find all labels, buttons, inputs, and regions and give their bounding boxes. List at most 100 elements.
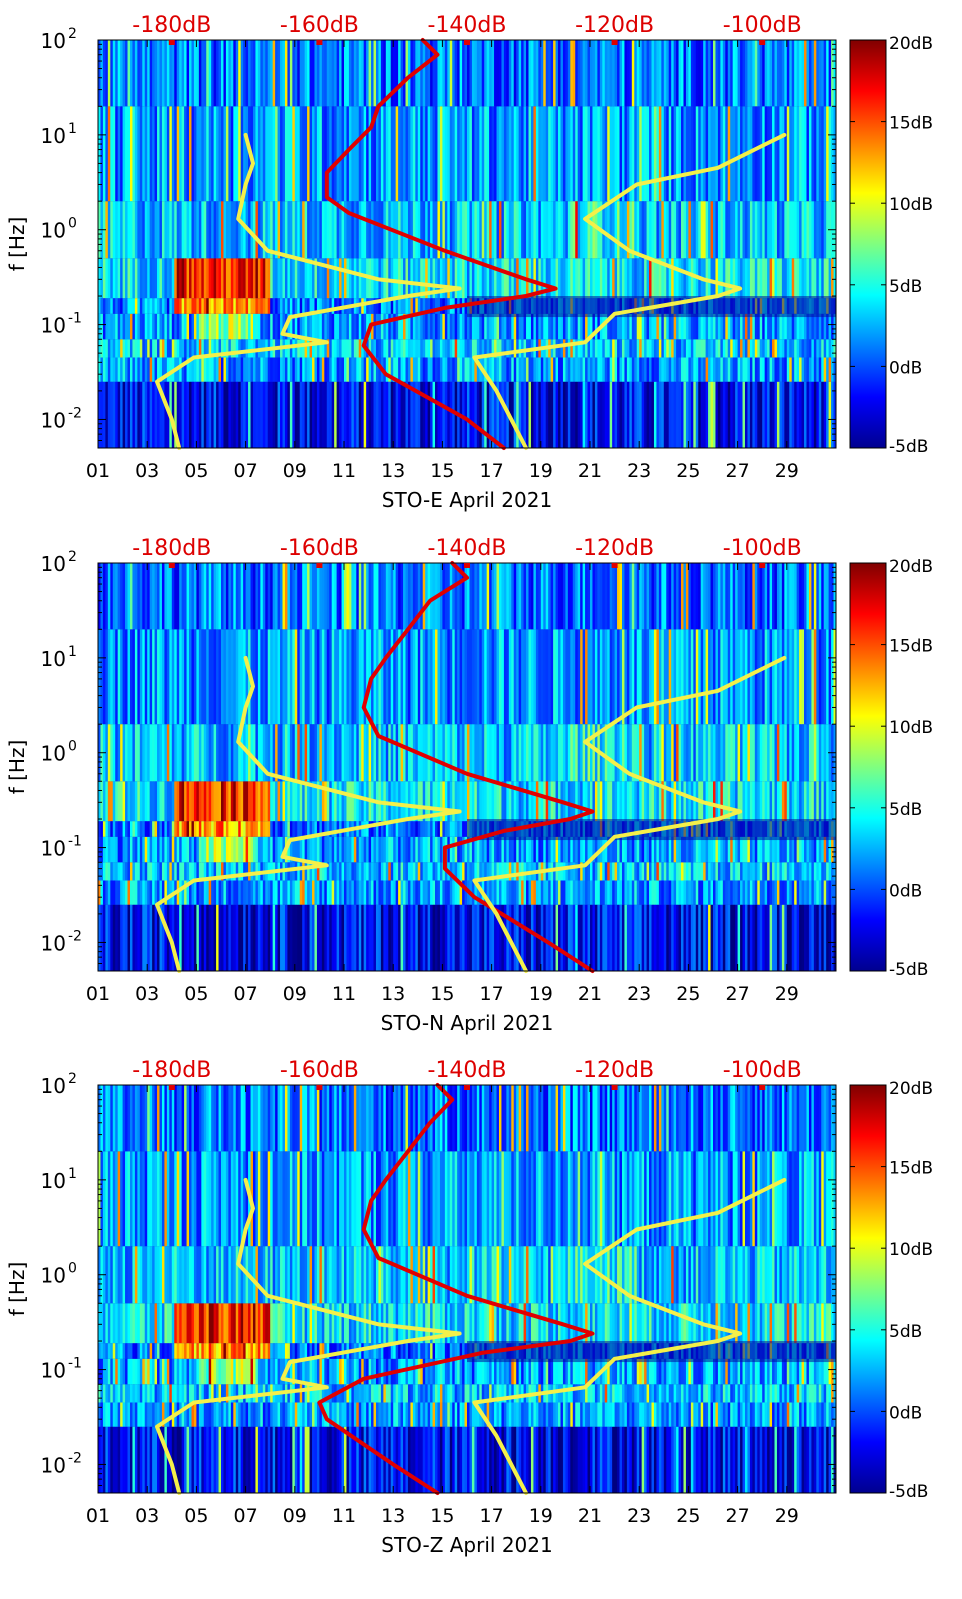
colorbar-tick-label: 15dB [889, 114, 933, 134]
y-tick-exponent: -2 [68, 928, 82, 944]
x-tick-label: 13 [381, 983, 405, 1005]
top-axis-db-label: -120dB [575, 1058, 654, 1083]
x-tick-label: 25 [676, 1505, 700, 1527]
x-tick-label: 29 [775, 460, 799, 482]
reference-curve-yellow-2 [472, 1177, 787, 1495]
colorbar-tick-label: 10dB [889, 718, 933, 738]
colorbar-tick-label: 0dB [889, 358, 922, 378]
y-tick-label: 10 [41, 314, 66, 338]
top-axis-db-label: -100dB [723, 13, 802, 38]
y-tick-label: 10 [41, 837, 66, 861]
x-tick-label: 15 [430, 983, 454, 1005]
x-tick-label: 07 [234, 1505, 258, 1527]
reference-curve-yellow-1 [155, 132, 462, 450]
reference-curve-red [317, 1083, 595, 1495]
y-tick-exponent: -2 [68, 405, 82, 421]
x-tick-label: 15 [430, 1505, 454, 1527]
y-tick-exponent: -1 [68, 311, 82, 327]
colorbar-tick-label: 15dB [889, 637, 933, 657]
y-tick-label: 10 [41, 1453, 66, 1477]
x-tick-label: 05 [184, 460, 208, 482]
x-tick-label: 21 [578, 460, 602, 482]
y-tick-label: 10 [41, 29, 66, 53]
y-tick-label: 10 [41, 1074, 66, 1098]
x-tick-label: 13 [381, 1505, 405, 1527]
y-tick-label: 10 [41, 931, 66, 955]
top-axis-db-label: -100dB [723, 1058, 802, 1083]
colorbar-tick-label: 0dB [889, 1403, 922, 1423]
y-tick-exponent: 2 [68, 549, 77, 565]
colorbar-tick-label: 5dB [889, 277, 922, 297]
x-tick-label: 25 [676, 460, 700, 482]
colorbar: 20dB 15dB 10dB 5dB 0dB -5dB [849, 1079, 933, 1502]
y-tick-label: 10 [41, 742, 66, 766]
top-axis-db-label: -180dB [132, 13, 211, 38]
x-tick-label: 29 [775, 1505, 799, 1527]
x-tick-label: 29 [775, 983, 799, 1005]
colorbar-tick-label: 5dB [889, 1322, 922, 1342]
x-tick-label: 15 [430, 460, 454, 482]
reference-curve-yellow-2 [472, 132, 787, 450]
y-tick-label: 10 [41, 552, 66, 576]
colorbar-tick-label: 15dB [889, 1159, 933, 1179]
x-tick-label: 01 [86, 460, 110, 482]
top-axis-db-label: -160dB [280, 1058, 359, 1083]
x-tick-label: 27 [726, 460, 750, 482]
y-tick-exponent: 1 [68, 121, 77, 137]
colorbar: 20dB 15dB 10dB 5dB 0dB -5dB [849, 557, 933, 980]
x-tick-label: 09 [283, 1505, 307, 1527]
top-axis-db-label: -180dB [132, 1058, 211, 1083]
spectrogram-heatmap [98, 40, 837, 448]
y-tick-exponent: -1 [68, 834, 82, 850]
x-tick-label: 21 [578, 983, 602, 1005]
x-tick-label: 03 [135, 460, 159, 482]
x-tick-label: 21 [578, 1505, 602, 1527]
x-tick-label: 11 [332, 460, 356, 482]
x-tick-label: 19 [529, 460, 553, 482]
y-tick-label: 10 [41, 1264, 66, 1288]
y-tick-exponent: 1 [68, 644, 77, 660]
x-tick-label: 05 [184, 1505, 208, 1527]
spectrogram-heatmap [98, 563, 837, 971]
colorbar-tick-label: -5dB [889, 437, 928, 457]
reference-curve-red [361, 561, 595, 973]
x-tick-label: 17 [480, 1505, 504, 1527]
top-axis-db-label: -120dB [575, 536, 654, 561]
top-axis-db-label: -140dB [428, 1058, 507, 1083]
x-tick-label: 19 [529, 983, 553, 1005]
x-axis-label: STO-N April 2021 [381, 1011, 554, 1035]
colorbar-tick-label: 10dB [889, 195, 933, 215]
x-tick-label: 19 [529, 1505, 553, 1527]
x-tick-label: 01 [86, 1505, 110, 1527]
x-tick-label: 09 [283, 460, 307, 482]
colorbar-tick-label: 20dB [889, 1079, 933, 1099]
y-tick-exponent: -2 [68, 1450, 82, 1466]
y-tick-label: 10 [41, 1359, 66, 1383]
top-axis-db-label: -100dB [723, 536, 802, 561]
x-axis-label: STO-Z April 2021 [381, 1533, 552, 1557]
spectrogram-heatmap [98, 1085, 837, 1493]
colorbar-tick-label: 20dB [889, 34, 933, 54]
x-tick-label: 03 [135, 983, 159, 1005]
colorbar-tick-label: -5dB [889, 1482, 928, 1502]
x-axis-label: STO-E April 2021 [382, 488, 552, 512]
reference-curve-yellow-1 [155, 1177, 462, 1495]
colorbar-tick-label: 5dB [889, 800, 922, 820]
y-axis-label: f [Hz] [5, 1262, 29, 1317]
y-tick-label: 10 [41, 1169, 66, 1193]
x-tick-label: 01 [86, 983, 110, 1005]
x-tick-label: 11 [332, 983, 356, 1005]
y-tick-label: 10 [41, 124, 66, 148]
x-tick-label: 09 [283, 983, 307, 1005]
y-tick-label: 10 [41, 647, 66, 671]
x-tick-label: 13 [381, 460, 405, 482]
top-axis-db-label: -140dB [428, 536, 507, 561]
x-tick-label: 03 [135, 1505, 159, 1527]
top-axis-db-label: -180dB [132, 536, 211, 561]
x-tick-label: 17 [480, 460, 504, 482]
x-tick-label: 07 [234, 460, 258, 482]
colorbar-tick-label: 20dB [889, 557, 933, 577]
